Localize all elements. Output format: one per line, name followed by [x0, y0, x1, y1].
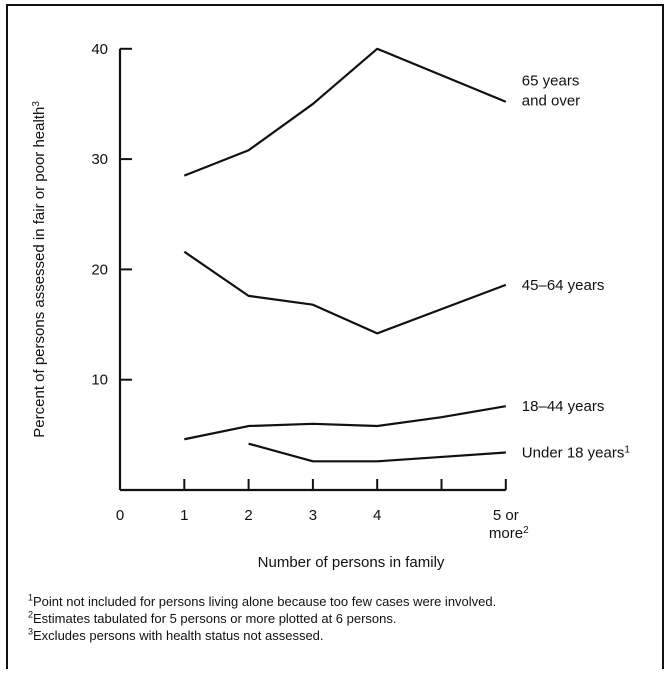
- y-tick-label: 30: [91, 151, 108, 168]
- series-label-1: 65 years: [522, 73, 580, 90]
- footnote-1: 1Point not included for persons living a…: [28, 592, 497, 609]
- x-tick-label-line2: more2: [489, 525, 529, 543]
- x-tick-label: 4: [373, 507, 381, 524]
- series-label-3: 18–44 years: [522, 398, 605, 415]
- series-line-2: [183, 250, 507, 335]
- chart-labels: 65 years and over 45–64 years 18–44 years Un…: [522, 73, 631, 462]
- y-tick-label: 10: [91, 372, 108, 389]
- series-label-4: Under 18 years1: [522, 444, 631, 462]
- x-axis-title: Number of persons in family: [258, 554, 445, 571]
- x-tick-label: 1: [180, 507, 188, 524]
- footnote-2: 2Estimates tabulated for 5 persons or mo…: [28, 609, 397, 626]
- figure-frame: [6, 4, 664, 669]
- series-line-1: [183, 47, 507, 177]
- series-label-1-line2: and over: [522, 93, 580, 110]
- y-axis-title: Percent of persons assessed in fair or p…: [31, 101, 49, 438]
- series-line-4: [248, 442, 506, 463]
- x-tick-label: 2: [244, 507, 252, 524]
- series-label-2: 45–64 years: [522, 277, 605, 294]
- footnote-3: 3Excludes persons with health status not…: [28, 626, 324, 643]
- chart-series: [183, 47, 507, 463]
- y-tick-label: 20: [91, 261, 108, 278]
- series-line-3: [184, 405, 506, 441]
- footnotes: 1Point not included for persons living a…: [28, 593, 496, 644]
- y-tick-label: 40: [91, 41, 108, 58]
- x-tick-label: 3: [309, 507, 317, 524]
- x-tick-label: 0: [116, 507, 124, 524]
- x-tick-label: 5 or: [493, 507, 519, 524]
